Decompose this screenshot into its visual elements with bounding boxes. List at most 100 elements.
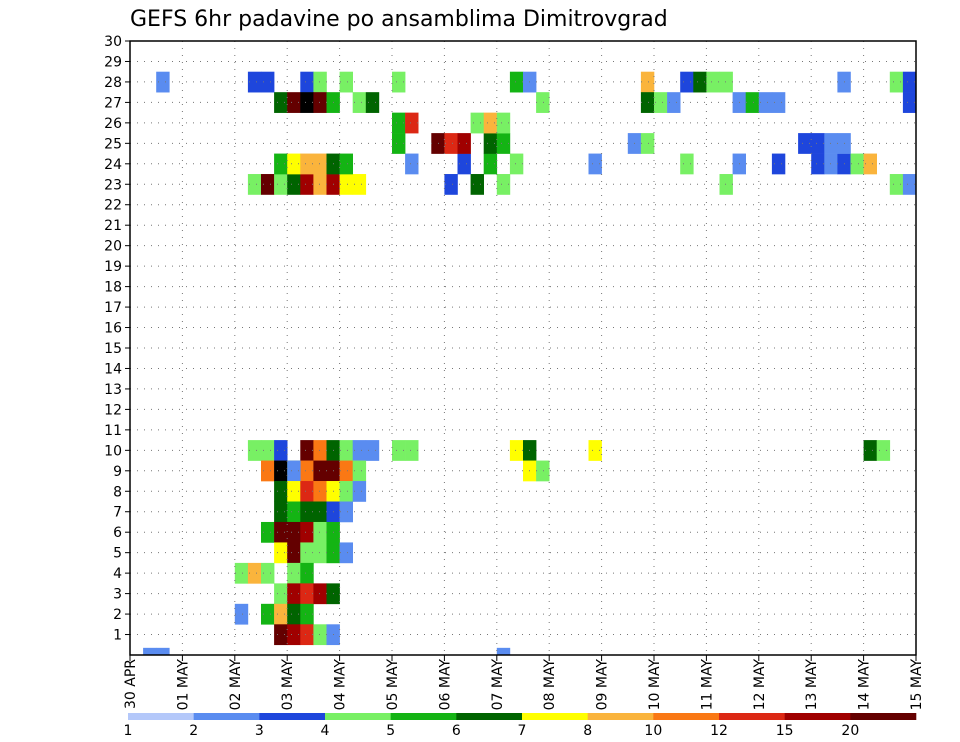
heatmap-cell bbox=[339, 501, 353, 523]
heatmap-cell bbox=[902, 71, 917, 93]
y-tick-label: 8 bbox=[113, 484, 122, 500]
heatmap-cell bbox=[234, 603, 249, 625]
y-tick-label: 24 bbox=[104, 157, 122, 173]
heatmap-cell bbox=[287, 521, 301, 543]
heatmap-cell bbox=[483, 153, 498, 175]
heatmap-cell bbox=[313, 624, 327, 646]
heatmap-cell bbox=[339, 481, 353, 502]
heatmap-cell bbox=[261, 521, 275, 543]
heatmap-cell bbox=[509, 153, 524, 175]
heatmap-cell bbox=[811, 133, 825, 154]
heatmap-cell bbox=[496, 647, 511, 655]
x-tick-label: 07 MAY bbox=[490, 659, 506, 711]
heatmap-cell bbox=[392, 71, 406, 93]
x-tick-label: 14 MAY bbox=[857, 659, 873, 711]
heatmap-cell bbox=[300, 624, 314, 646]
heatmap-cell bbox=[247, 71, 262, 93]
heatmap-cell bbox=[863, 440, 877, 461]
heatmap-cell bbox=[300, 542, 314, 564]
y-tick-label: 23 bbox=[104, 177, 122, 193]
heatmap-cell bbox=[392, 440, 406, 461]
heatmap-cell bbox=[300, 481, 314, 502]
x-tick-label: 30 APR bbox=[123, 659, 139, 709]
legend-label: 6 bbox=[452, 723, 461, 739]
x-tick-label: 03 MAY bbox=[280, 659, 296, 711]
y-tick-label: 12 bbox=[104, 402, 122, 418]
legend-label: 20 bbox=[841, 723, 859, 739]
heatmap-cell bbox=[719, 174, 733, 195]
heatmap-cell bbox=[640, 71, 655, 93]
y-tick-label: 29 bbox=[104, 54, 122, 70]
heatmap-cell bbox=[274, 92, 288, 113]
heatmap-cell bbox=[313, 153, 327, 175]
heatmap-cell bbox=[274, 440, 288, 461]
legend-label: 8 bbox=[583, 723, 592, 739]
heatmap-cell bbox=[654, 92, 668, 113]
heatmap-cell bbox=[352, 481, 367, 502]
heatmap-cell bbox=[536, 92, 550, 113]
heatmap-cell bbox=[339, 71, 353, 93]
heatmap-cell bbox=[261, 71, 275, 93]
heatmap-cell bbox=[392, 112, 406, 134]
heatmap-cell bbox=[509, 71, 524, 93]
y-tick-label: 21 bbox=[104, 218, 122, 234]
heatmap-cell bbox=[274, 153, 288, 175]
heatmap-cell bbox=[300, 583, 314, 605]
heatmap-cell bbox=[313, 440, 327, 461]
heatmap-cell bbox=[339, 542, 353, 564]
heatmap-cell bbox=[313, 174, 327, 195]
heatmap-cell bbox=[287, 92, 301, 113]
heatmap-cell bbox=[680, 71, 694, 93]
heatmap-cell bbox=[339, 440, 353, 461]
heatmap-cell bbox=[339, 460, 353, 482]
heatmap-cell bbox=[234, 562, 249, 584]
heatmap-cell bbox=[261, 603, 275, 625]
heatmap-cell bbox=[483, 133, 498, 154]
legend-swatch bbox=[653, 713, 720, 720]
heatmap-cell bbox=[300, 460, 314, 482]
heatmap-cell bbox=[287, 542, 301, 564]
y-tick-label: 5 bbox=[113, 546, 122, 562]
heatmap-cell bbox=[902, 174, 917, 195]
heatmap-cell bbox=[863, 153, 877, 175]
heatmap-cell bbox=[300, 603, 314, 625]
heatmap-cell bbox=[313, 460, 327, 482]
y-tick-label: 18 bbox=[104, 280, 122, 296]
legend-swatch bbox=[784, 713, 851, 720]
x-tick-label: 05 MAY bbox=[385, 659, 401, 711]
y-tick-label: 9 bbox=[113, 464, 122, 480]
x-tick-label: 04 MAY bbox=[333, 659, 349, 711]
legend-swatch bbox=[259, 713, 326, 720]
heatmap-cell bbox=[470, 174, 484, 195]
x-tick-label: 13 MAY bbox=[804, 659, 820, 711]
heatmap-cell bbox=[261, 174, 275, 195]
heatmap-cell bbox=[640, 92, 655, 113]
heatmap-cell bbox=[405, 153, 419, 175]
heatmap-cell bbox=[902, 92, 917, 113]
legend-swatch bbox=[587, 713, 654, 720]
heatmap-cell bbox=[274, 460, 288, 482]
heatmap-cell bbox=[745, 92, 760, 113]
x-tick-label: 11 MAY bbox=[699, 659, 715, 711]
heatmap-cell bbox=[300, 92, 314, 113]
heatmap-cell bbox=[392, 133, 406, 154]
heatmap-cell bbox=[287, 603, 301, 625]
heatmap-cell bbox=[287, 174, 301, 195]
heatmap-cell bbox=[339, 153, 353, 175]
legend-label: 4 bbox=[321, 723, 330, 739]
heatmap-cell bbox=[496, 133, 511, 154]
x-axis-ticks: 30 APR 01 MAY 02 MAY 03 MAY 04 MAY 05 MAY 06 M… bbox=[123, 655, 925, 710]
heatmap-cell bbox=[287, 460, 301, 482]
heatmap-cell bbox=[352, 174, 367, 195]
y-tick-label: 4 bbox=[113, 566, 122, 582]
heatmap-cell bbox=[261, 460, 275, 482]
heatmap-cell bbox=[771, 92, 786, 113]
heatmap-cell bbox=[287, 624, 301, 646]
heatmap-cell bbox=[156, 647, 170, 655]
heatmap-cell bbox=[496, 112, 511, 134]
legend-label: 12 bbox=[710, 723, 728, 739]
heatmap-cell bbox=[798, 133, 812, 154]
y-tick-label: 19 bbox=[104, 259, 122, 275]
heatmap-cell bbox=[274, 603, 288, 625]
heatmap-cell bbox=[444, 174, 458, 195]
